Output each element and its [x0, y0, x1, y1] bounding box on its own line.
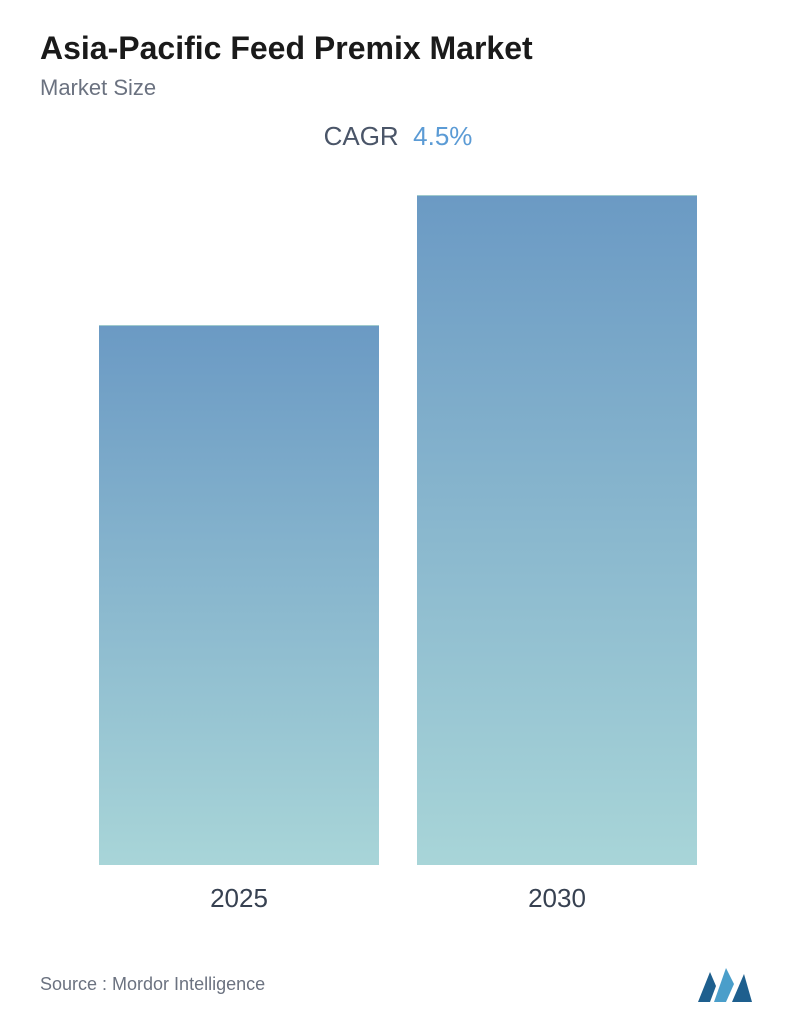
footer: Source : Mordor Intelligence [40, 944, 756, 1004]
bar-label-2030: 2030 [528, 883, 586, 914]
chart-subtitle: Market Size [40, 75, 756, 101]
chart-area: 2025 2030 [40, 192, 756, 934]
bar-2030 [417, 195, 697, 865]
source-text: Source : Mordor Intelligence [40, 974, 265, 995]
cagr-row: CAGR 4.5% [40, 121, 756, 152]
logo-icon [696, 964, 756, 1004]
bar-group-2025: 2025 [99, 325, 379, 914]
cagr-label: CAGR [324, 121, 399, 151]
bar-label-2025: 2025 [210, 883, 268, 914]
bar-2025 [99, 325, 379, 865]
chart-title: Asia-Pacific Feed Premix Market [40, 30, 756, 67]
cagr-value: 4.5% [413, 121, 472, 151]
chart-container: Asia-Pacific Feed Premix Market Market S… [0, 0, 796, 1034]
bar-group-2030: 2030 [417, 195, 697, 914]
